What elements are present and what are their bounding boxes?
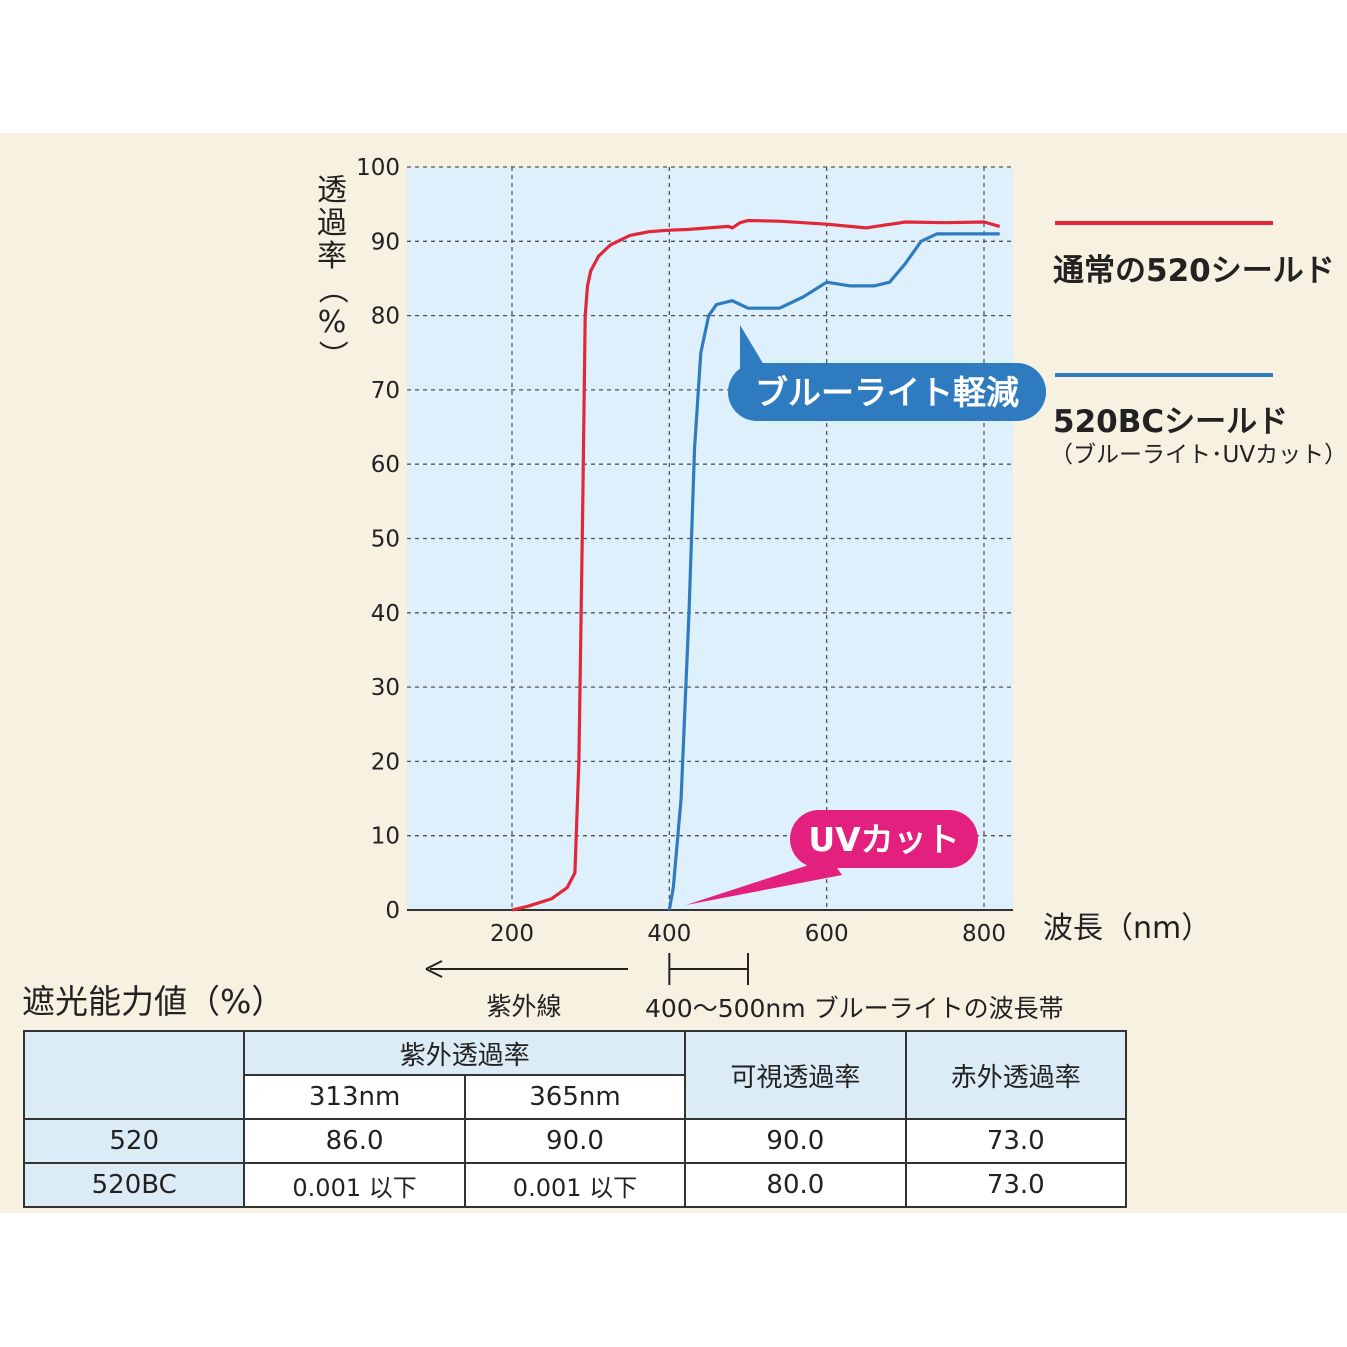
y-tick-labels: 0 10 20 30 40 50 60 70 80 90 100 <box>356 155 400 924</box>
y-tick-label: 0 <box>385 898 400 924</box>
sub-header-365: 365nm <box>463 1074 687 1120</box>
sub-header-313: 313nm <box>243 1074 466 1120</box>
y-axis-label-char: 過 <box>317 206 347 241</box>
y-tick-label: 20 <box>371 749 400 775</box>
uv-callout-text: UVカット <box>808 820 959 859</box>
row-label: 520BC <box>22 1162 246 1208</box>
blue-band-label: 400～500nm ブルーライトの波長帯 <box>645 994 1064 1023</box>
blue-band-bracket <box>668 953 749 985</box>
cell-visible: 80.0 <box>684 1162 907 1208</box>
cell-365: 0.001 以下 <box>463 1162 687 1208</box>
row-label: 520 <box>22 1118 246 1164</box>
y-tick-label: 90 <box>371 229 400 255</box>
blue-callout-pointer <box>740 325 770 375</box>
series-line-bc <box>667 232 1000 911</box>
y-axis-label-char: 透 <box>317 173 347 208</box>
cell-313: 0.001 以下 <box>243 1162 466 1208</box>
shading-table: 紫外透過率 可視透過率 赤外透過率 313nm 365nm 520 86.0 9… <box>22 1030 1128 1208</box>
series-layer <box>511 218 1001 912</box>
y-axis-label-char: 率 <box>317 239 347 274</box>
y-tick-label: 70 <box>371 378 400 404</box>
y-axis-label: 透過率（%） <box>314 173 349 370</box>
y-tick-label: 40 <box>371 601 400 627</box>
x-tick-label: 600 <box>805 921 849 947</box>
table-title: 遮光能力値（%） <box>22 982 285 1021</box>
infrared-header: 赤外透過率 <box>904 1030 1128 1120</box>
x-tick-label: 200 <box>490 921 534 947</box>
uv-callout-bubble <box>790 810 978 868</box>
y-tick-label: 100 <box>356 155 400 181</box>
blue-callout-text: ブルーライト軽減 <box>755 373 1019 412</box>
visible-header: 可視透過率 <box>684 1030 907 1120</box>
cell-infrared: 73.0 <box>904 1162 1128 1208</box>
cell-313: 86.0 <box>243 1118 466 1164</box>
y-tick-label: 10 <box>371 824 400 850</box>
y-tick-label: 30 <box>371 675 400 701</box>
table-corner-cell <box>22 1030 246 1120</box>
legend-label-bc: 520BCシールド <box>1053 404 1288 440</box>
x-tick-labels: 200 400 600 800 <box>490 921 1006 947</box>
y-tick-label: 50 <box>371 527 400 553</box>
x-axis-label: 波長（nm） <box>1043 911 1211 946</box>
uv-arrow-label: 紫外線 <box>486 992 561 1021</box>
x-tick-label: 400 <box>647 921 691 947</box>
cell-visible: 90.0 <box>684 1118 907 1164</box>
y-tick-label: 60 <box>371 452 400 478</box>
cell-365: 90.0 <box>463 1118 687 1164</box>
table-row: 520 86.0 90.0 90.0 73.0 <box>22 1118 1128 1164</box>
y-tick-label: 80 <box>371 304 400 330</box>
uv-group-header: 紫外透過率 <box>243 1030 687 1076</box>
y-axis-label-char: （ <box>314 274 349 304</box>
y-axis-label-char: % <box>318 305 347 340</box>
series-line-normal <box>511 218 1001 912</box>
uv-callout-pointer <box>686 858 842 905</box>
blue-callout-bubble <box>728 363 1046 421</box>
legend-label-normal: 通常の520シールド <box>1053 253 1335 289</box>
cell-infrared: 73.0 <box>904 1118 1128 1164</box>
legend-sublabel-bc: （ブルーライト･UVカット） <box>1050 442 1347 468</box>
uv-arrow-head <box>425 960 443 978</box>
table-row: 520BC 0.001 以下 0.001 以下 80.0 73.0 <box>22 1162 1128 1208</box>
y-axis-label-char: ） <box>314 340 349 370</box>
x-tick-label: 800 <box>962 921 1006 947</box>
